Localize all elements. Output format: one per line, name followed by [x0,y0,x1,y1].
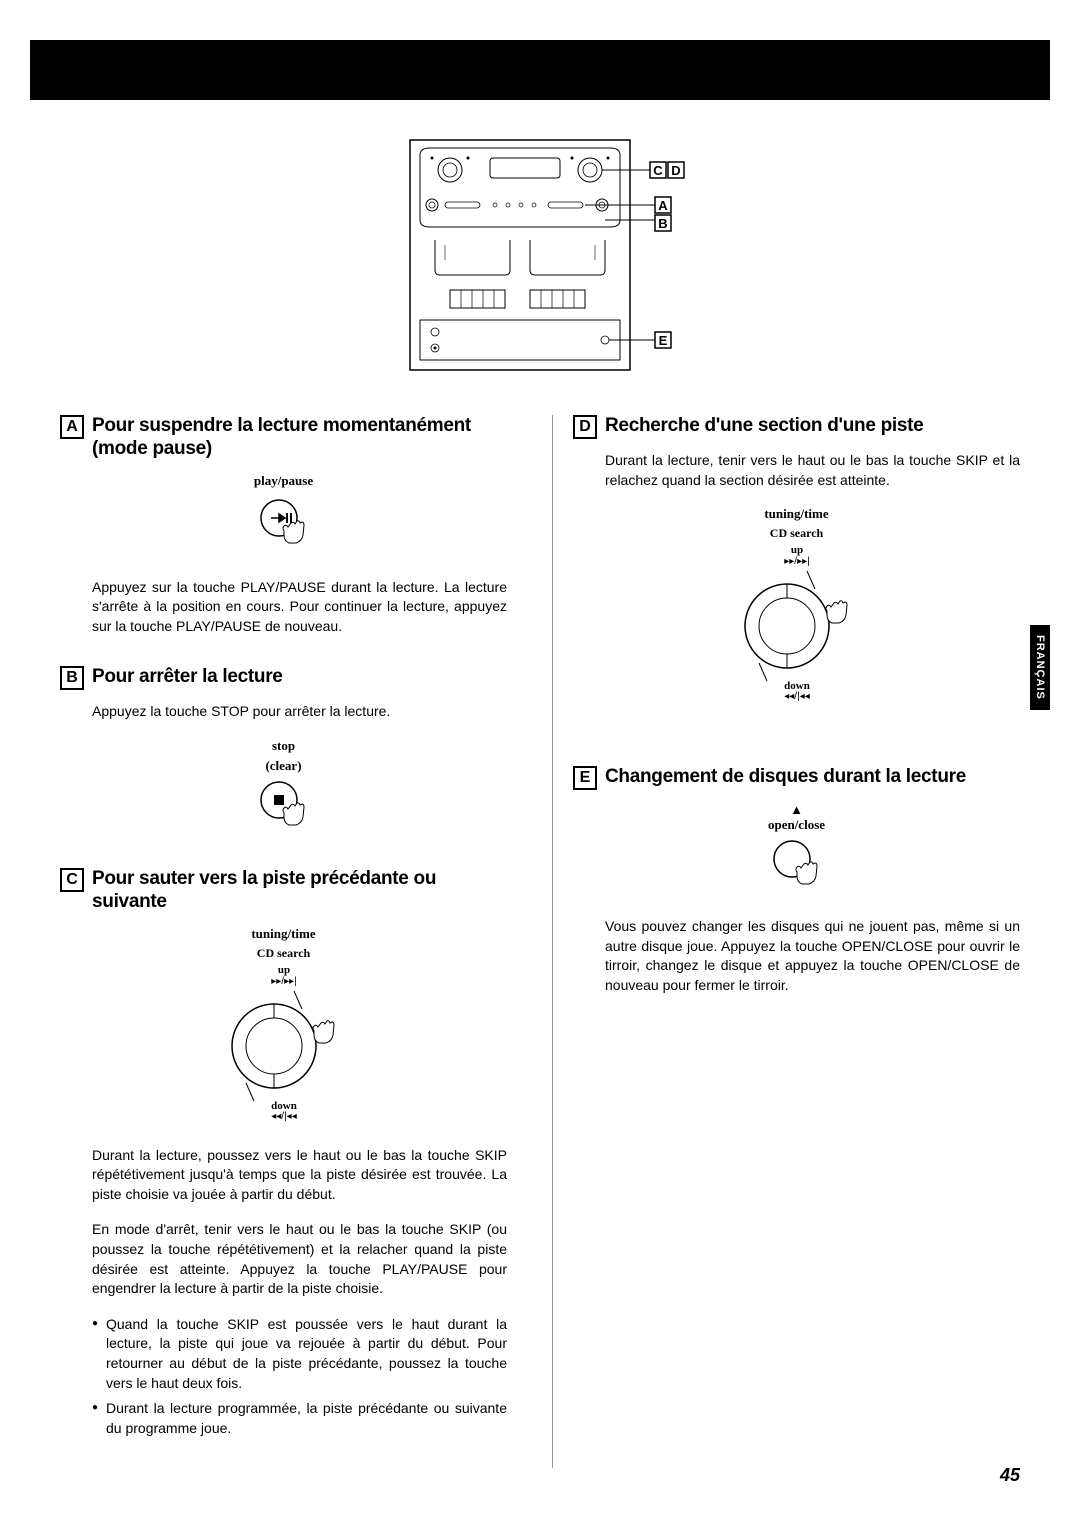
play-pause-icon-block: play/pause [60,473,507,558]
dial-d-block: tuning/time CD search up ▸▸/▸▸| down ◂◂/… [573,506,1020,706]
body-c2: En mode d'arrêt, tenir vers le haut ou l… [92,1220,507,1298]
letter-box-b: B [60,666,84,690]
bullet-c1: Quand la touche SKIP est poussée vers le… [92,1315,507,1393]
svg-text:A: A [658,198,668,213]
dial-c-label2: CD search [60,946,507,961]
device-diagram: C D A B E [60,130,1020,385]
section-a: A Pour suspendre la lecture momentanémen… [60,415,507,636]
body-a: Appuyez sur la touche PLAY/PAUSE durant … [92,578,507,637]
svg-text:▸▸/▸▸|: ▸▸/▸▸| [784,556,809,567]
svg-text:◂◂/|◂◂: ◂◂/|◂◂ [784,691,809,701]
bullets-c: Quand la touche SKIP est poussée vers le… [92,1315,507,1439]
dial-d-label2: CD search [573,526,1020,541]
svg-text:B: B [658,216,667,231]
section-b: B Pour arrêter la lecture Appuyez la tou… [60,666,507,838]
open-close-label: open/close [573,817,1020,833]
dial-c-block: tuning/time CD search up ▸▸/▸▸| down ◂◂/… [60,926,507,1126]
svg-text:◂◂/|◂◂: ◂◂/|◂◂ [271,1111,296,1121]
letter-box-a: A [60,415,84,439]
section-c: C Pour sauter vers la piste précédante o… [60,868,507,1438]
letter-box-d: D [573,415,597,439]
section-d: D Recherche d'une section d'une piste Du… [573,415,1020,706]
heading-b: Pour arrêter la lecture [92,666,283,689]
heading-a: Pour suspendre la lecture momentanément … [92,415,507,461]
language-tab: FRANÇAIS [1030,625,1050,710]
body-b-intro: Appuyez la touche STOP pour arrêter la l… [92,702,507,722]
stop-label2: (clear) [60,758,507,774]
section-e: E Changement de disques durant la lectur… [573,766,1020,995]
svg-text:D: D [671,163,680,178]
body-c1: Durant la lecture, poussez vers le haut … [92,1146,507,1205]
play-pause-label: play/pause [60,473,507,489]
header-black-bar [30,40,1050,100]
left-column: A Pour suspendre la lecture momentanémen… [60,415,507,1468]
letter-box-e: E [573,766,597,790]
svg-text:▸▸/▸▸|: ▸▸/▸▸| [271,976,296,987]
body-e: Vous pouvez changer les disques qui ne j… [605,917,1020,995]
heading-c: Pour sauter vers la piste précédante ou … [92,868,507,914]
right-column: FRANÇAIS D Recherche d'une section d'une… [552,415,1020,1468]
open-close-block: ▲ open/close [573,802,1020,897]
page-number: 45 [1000,1465,1020,1486]
bullet-c2: Durant la lecture programmée, la piste p… [92,1399,507,1438]
stop-icon-block: stop (clear) [60,738,507,838]
dial-d-label1: tuning/time [573,506,1020,522]
body-d: Durant la lecture, tenir vers le haut ou… [605,451,1020,490]
svg-text:C: C [653,163,663,178]
svg-text:E: E [659,333,668,348]
svg-text:up: up [790,544,802,556]
dial-c-label1: tuning/time [60,926,507,942]
letter-box-c: C [60,868,84,892]
svg-text:up: up [277,964,289,976]
heading-e: Changement de disques durant la lecture [605,766,966,789]
heading-d: Recherche d'une section d'une piste [605,415,923,438]
stop-label1: stop [60,738,507,754]
